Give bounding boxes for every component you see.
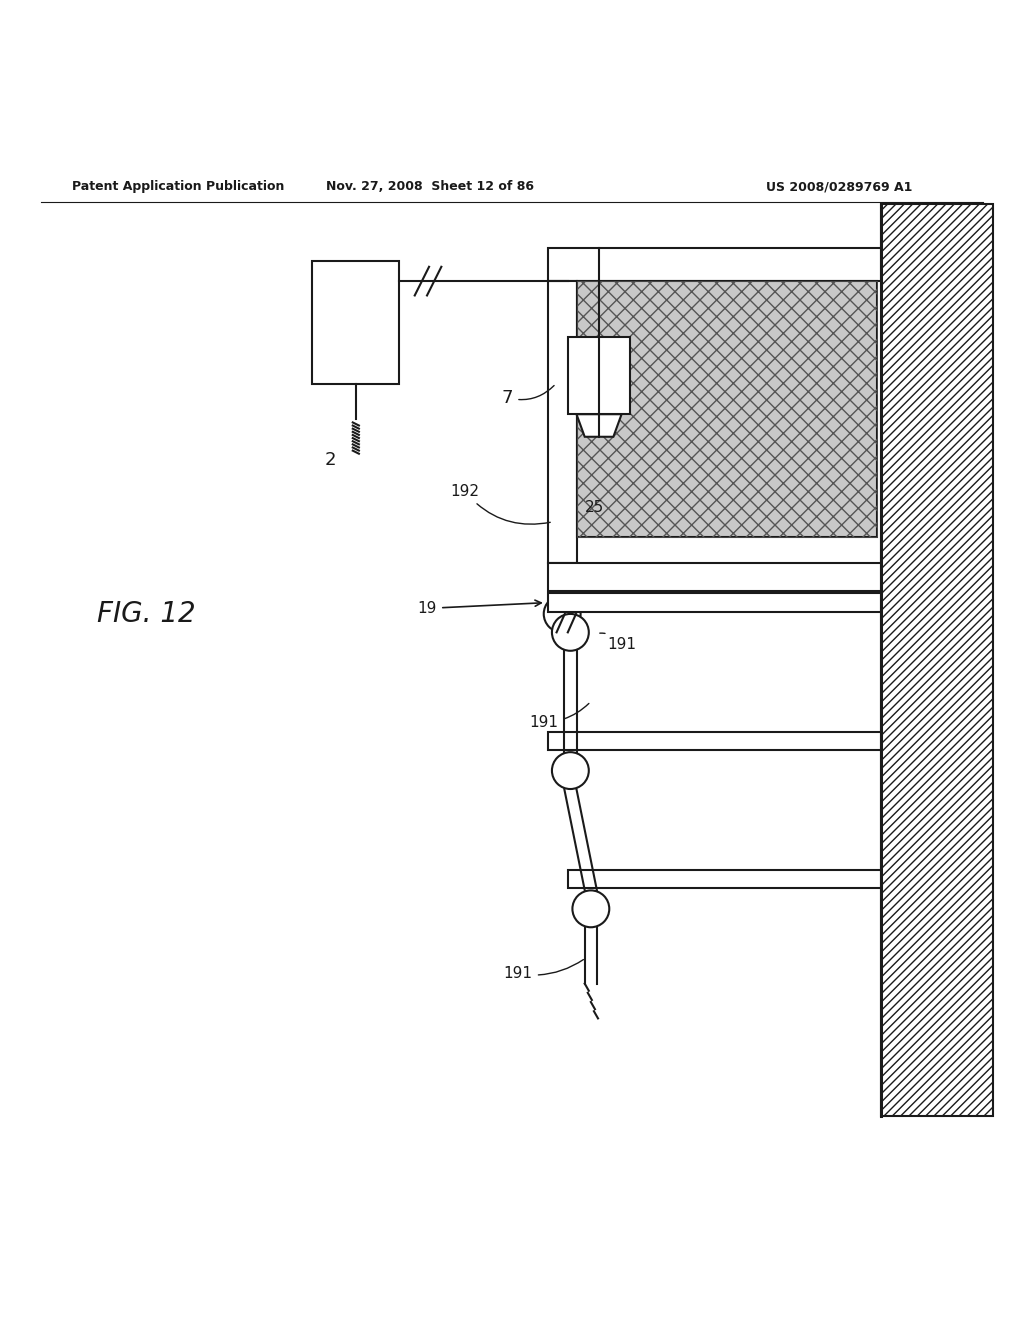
Bar — [548, 562, 881, 591]
Bar — [577, 281, 877, 537]
Text: US 2008/0289769 A1: US 2008/0289769 A1 — [767, 181, 912, 194]
Bar — [548, 594, 881, 612]
Bar — [568, 338, 630, 414]
Text: FIG. 12: FIG. 12 — [97, 599, 196, 628]
Bar — [548, 281, 577, 562]
Text: 25: 25 — [585, 499, 604, 515]
Text: 19: 19 — [418, 601, 541, 616]
Text: 191: 191 — [600, 634, 636, 652]
Bar — [881, 205, 993, 1115]
Polygon shape — [577, 414, 622, 437]
Text: 2: 2 — [326, 451, 337, 470]
Bar — [568, 870, 881, 888]
Text: 191: 191 — [504, 960, 584, 982]
Bar — [312, 260, 399, 384]
Text: Nov. 27, 2008  Sheet 12 of 86: Nov. 27, 2008 Sheet 12 of 86 — [326, 181, 535, 194]
Text: 192: 192 — [451, 484, 550, 524]
Circle shape — [544, 595, 581, 632]
Text: 191: 191 — [529, 704, 589, 730]
Circle shape — [552, 752, 589, 789]
Circle shape — [572, 891, 609, 927]
Bar — [577, 281, 877, 537]
Bar — [881, 205, 993, 1115]
Text: Patent Application Publication: Patent Application Publication — [72, 181, 284, 194]
Text: 7: 7 — [502, 385, 554, 407]
Bar — [548, 731, 881, 750]
Bar — [548, 248, 881, 281]
Circle shape — [552, 614, 589, 651]
